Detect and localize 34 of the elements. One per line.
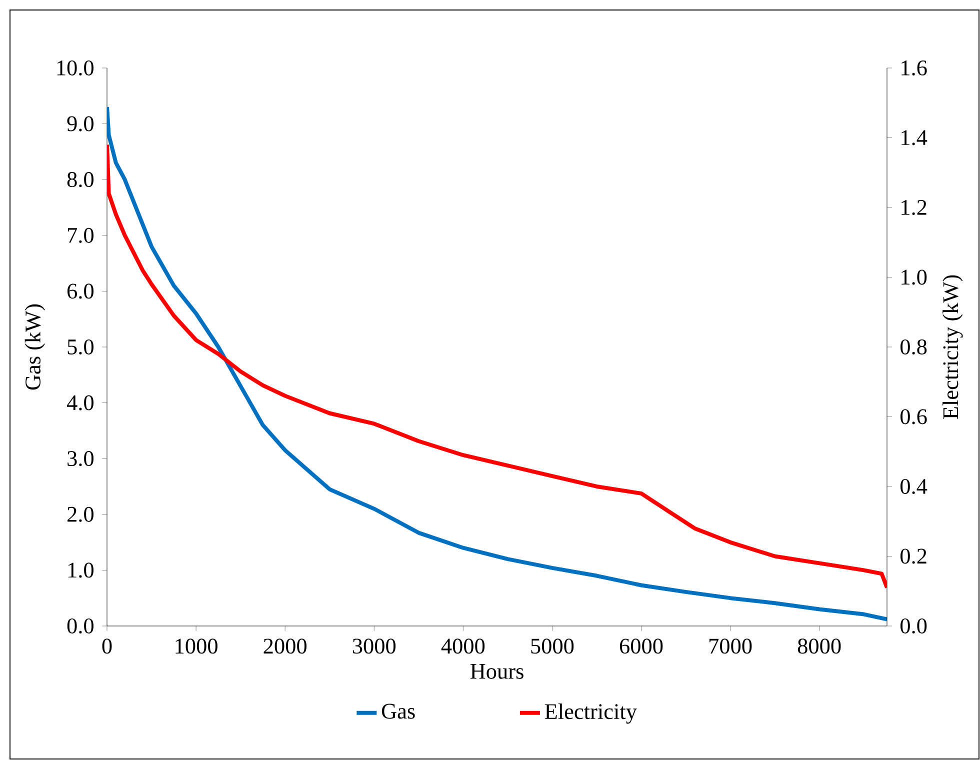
y2-tick-label: 0.0 xyxy=(900,618,927,634)
x-tick-label: 3000 xyxy=(352,638,396,654)
legend-label: Gas xyxy=(382,704,415,719)
y2-tick-label: 0.6 xyxy=(900,409,927,424)
y2-tick-label: 1.6 xyxy=(902,60,927,76)
y2-tick-label: 1.2 xyxy=(902,200,926,216)
y-tick-label: 10.0 xyxy=(57,60,94,76)
x-tick-label: 5000 xyxy=(531,638,574,654)
x-tick-label: 4000 xyxy=(441,638,485,654)
y-tick-label: 9.0 xyxy=(67,116,94,132)
x-tick-label: 1000 xyxy=(176,638,218,654)
y2-tick-label: 0.4 xyxy=(900,478,928,494)
x-tick-label: 6000 xyxy=(620,638,663,654)
y2-tick-label: 0.2 xyxy=(900,548,926,564)
x-tick-label: 0 xyxy=(102,638,112,654)
y2-tick-label: 1.4 xyxy=(902,130,928,146)
y-tick-label: 2.0 xyxy=(68,506,94,522)
y-axis-title: Gas (kW) xyxy=(24,304,46,390)
x-axis-title: Hours xyxy=(470,664,524,679)
x-tick-label: 2000 xyxy=(264,638,306,654)
x-tick-label: 7000 xyxy=(710,638,752,654)
y2-tick-label: 0.8 xyxy=(900,339,927,355)
y-tick-label: 5.0 xyxy=(68,339,94,355)
legend-label: Electricity xyxy=(544,703,637,724)
x-tick-label: 8000 xyxy=(798,638,841,654)
y-tick-label: 1.0 xyxy=(68,562,94,578)
y-tick-label: 8.0 xyxy=(67,172,94,188)
y-tick-label: 4.0 xyxy=(66,395,94,410)
y2-tick-label: 1.0 xyxy=(902,270,927,285)
y-tick-label: 0.0 xyxy=(67,618,94,634)
y-tick-label: 6.0 xyxy=(67,284,94,299)
y2-axis-title: Electricity (kW) xyxy=(942,275,963,419)
y-tick-label: 3.0 xyxy=(68,451,94,466)
y-tick-label: 7.0 xyxy=(68,228,94,243)
